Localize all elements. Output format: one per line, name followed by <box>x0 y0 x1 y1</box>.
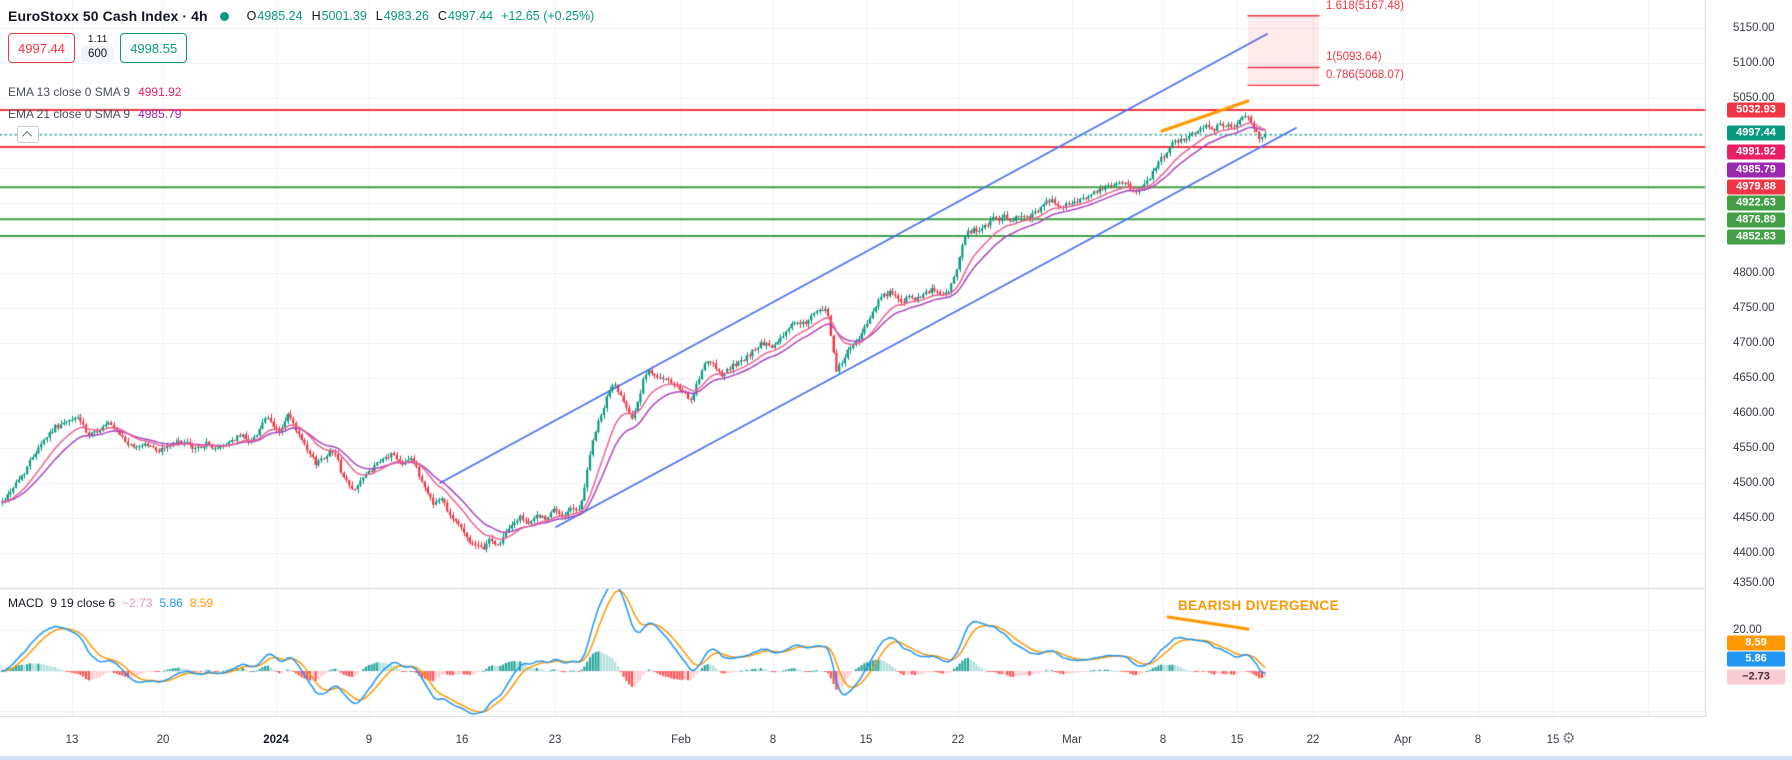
market-open-dot-icon <box>219 11 229 21</box>
ohlc-key: L <box>375 9 383 23</box>
time-axis-label: 9 <box>365 734 373 746</box>
buy-button[interactable]: 4998.55 <box>120 33 188 63</box>
macd-name: MACD <box>8 596 44 610</box>
price-axis-label: 4450.00 <box>1733 512 1775 524</box>
time-axis-label: 15 <box>1230 734 1244 746</box>
bid-ask-widget: 4997.44 1.11 600 4998.55 <box>8 33 594 63</box>
gear-icon[interactable]: ⚙ <box>1562 730 1576 747</box>
ema13-label: EMA 13 close 0 SMA 9 <box>8 85 131 99</box>
ema21-label: EMA 21 close 0 SMA 9 <box>8 107 131 121</box>
time-axis-label: 16 <box>455 734 469 746</box>
time-axis-label: Feb <box>671 734 691 746</box>
ohlc-value: 5001.39 <box>321 9 367 23</box>
collapse-pane-button[interactable] <box>17 126 39 143</box>
price-axis-label: 5150.00 <box>1733 22 1775 34</box>
ohlc-key: O <box>246 9 257 23</box>
price-axis-badge: 4876.89 <box>1727 212 1785 228</box>
time-axis[interactable]: 13 20 2024 9 16 23 Feb 8 15 22 Mar 8 15 22 Apr 8 15 <box>0 717 1792 756</box>
sell-button[interactable]: 4997.44 <box>8 33 75 63</box>
time-axis-label: 13 <box>65 734 79 746</box>
ema13-legend-row[interactable]: EMA 13 close 0 SMA 9 4991.92 <box>8 85 181 99</box>
price-axis-label: 5100.00 <box>1733 57 1775 69</box>
time-axis-label: 2024 <box>263 734 289 746</box>
price-axis-badge: 5.86 <box>1727 651 1785 667</box>
fib-level-label: 1(5093.64) <box>1326 51 1382 64</box>
ohlc-key: C <box>437 9 447 23</box>
price-axis-label: 4500.00 <box>1733 477 1775 489</box>
window-edge <box>0 756 1792 760</box>
price-axis-badge: 4852.83 <box>1727 229 1785 245</box>
time-axis-label: 8 <box>1159 734 1167 746</box>
ohlc-key: H <box>311 9 321 23</box>
price-axis-label: 4550.00 <box>1733 442 1775 454</box>
symbol-title[interactable]: EuroStoxx 50 Cash Index · 4h <box>8 8 208 24</box>
ema13-value: 4991.92 <box>138 85 182 99</box>
time-axis-label: 22 <box>951 734 965 746</box>
price-axis-badge: 4991.92 <box>1727 144 1785 160</box>
macd-params: 9 19 close 6 <box>50 596 116 610</box>
fib-level-label: 0.786(5068.07) <box>1326 69 1405 82</box>
time-axis-label: 15 <box>1546 734 1560 746</box>
price-change: +12.65 (+0.25%) <box>501 9 595 23</box>
ema21-value: 4985.79 <box>138 107 182 121</box>
chevron-up-icon <box>21 130 32 141</box>
price-axis-badge: 4985.79 <box>1727 162 1785 178</box>
time-axis-label: 15 <box>859 734 873 746</box>
price-axis-badge: −2.73 <box>1727 669 1785 685</box>
time-axis-label: 22 <box>1306 734 1320 746</box>
lot-size-field[interactable]: 600 <box>81 46 115 62</box>
price-axis-label: 4600.00 <box>1733 407 1775 419</box>
price-axis-label: 4750.00 <box>1733 302 1775 314</box>
price-axis-badge: 8.59 <box>1727 635 1785 651</box>
price-axis-label: 5050.00 <box>1733 92 1775 104</box>
macd-signal-value: 8.59 <box>189 596 214 610</box>
price-axis-label: 4800.00 <box>1733 267 1775 279</box>
price-axis-badge: 4979.88 <box>1727 179 1785 195</box>
macd-line-value: 5.86 <box>159 596 183 610</box>
spread-value: 1.11 <box>87 33 108 45</box>
price-axis-label: 4400.00 <box>1733 547 1775 559</box>
price-axis-badge: 5032.93 <box>1727 102 1785 118</box>
chart-legend: EuroStoxx 50 Cash Index · 4h O4985.24 H50… <box>8 6 595 121</box>
ohlc-values: O4985.24 H5001.39 L4983.26 C4997.44 <box>247 9 494 23</box>
time-axis-label: 8 <box>1474 734 1482 746</box>
fib-level-label: 1.618(5167.48) <box>1326 0 1405 12</box>
price-axis-label: 20.00 <box>1733 624 1762 636</box>
price-axis-label: 4350.00 <box>1733 577 1775 589</box>
ohlc-value: 4983.26 <box>383 9 429 23</box>
price-axis-badge: 4922.63 <box>1727 195 1785 211</box>
price-axis-label: 4700.00 <box>1733 337 1775 349</box>
macd-hist-value: −2.73 <box>122 596 153 610</box>
price-axis-badge: 4997.44 <box>1727 125 1785 141</box>
ema21-legend-row[interactable]: EMA 21 close 0 SMA 9 4985.79 <box>8 107 181 121</box>
time-axis-label: Apr <box>1394 734 1412 746</box>
ohlc-value: 4997.44 <box>447 9 494 23</box>
time-axis-label: 20 <box>156 734 170 746</box>
macd-legend-row[interactable]: MACD 9 19 close 6 −2.73 5.86 8.59 <box>8 596 213 610</box>
price-axis[interactable]: 5150.00 5100.00 5050.00 4800.00 4750.00 4700.… <box>1706 0 1792 756</box>
bearish-divergence-annotation[interactable]: BEARISH DIVERGENCE <box>1178 598 1339 613</box>
spread-widget: 1.11 600 <box>81 33 115 63</box>
time-axis-label: 23 <box>548 734 562 746</box>
ohlc-value: 4985.24 <box>257 9 303 23</box>
time-axis-label: Mar <box>1062 734 1082 746</box>
time-axis-label: 8 <box>769 734 777 746</box>
price-axis-label: 4650.00 <box>1733 372 1775 384</box>
